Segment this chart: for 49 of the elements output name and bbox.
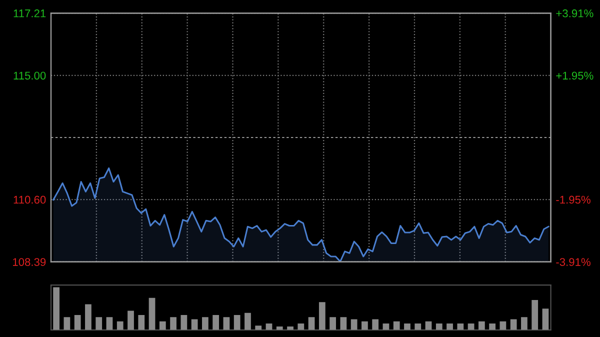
bar [414, 324, 422, 330]
bar [53, 287, 60, 330]
bar [159, 321, 166, 330]
bar [350, 319, 358, 330]
bar [74, 314, 81, 330]
bar [318, 302, 326, 330]
bar [404, 324, 410, 330]
y-tick-label: 108.39 [13, 258, 46, 266]
bar [116, 321, 124, 330]
bar [255, 326, 262, 330]
bar [393, 321, 400, 330]
bar [362, 321, 368, 330]
bar [457, 324, 464, 330]
bar [202, 317, 208, 330]
y2-tick-label: +3.91% [556, 9, 594, 18]
bar [510, 319, 517, 330]
bar [521, 317, 528, 330]
bar [96, 317, 102, 330]
y2-tick-label: +1.95% [556, 72, 594, 80]
bar [138, 314, 145, 330]
bar [308, 317, 315, 330]
bar [223, 317, 230, 330]
y-tick-label: 115.00 [14, 72, 46, 80]
bar [436, 324, 442, 330]
bar [330, 317, 336, 330]
bar [276, 326, 283, 330]
bar [532, 300, 538, 330]
y2-tick-label: -1.95% [556, 196, 590, 204]
bar [287, 326, 294, 330]
bar [212, 314, 220, 330]
bar [148, 298, 156, 330]
y-tick-label: 117.21 [14, 9, 46, 18]
bar [128, 310, 134, 330]
bar [372, 319, 379, 330]
bar [106, 317, 113, 330]
bar [489, 324, 496, 330]
bar [542, 308, 549, 330]
y2-tick-label: -3.91% [556, 258, 590, 266]
bar [478, 321, 485, 330]
bar [180, 314, 188, 330]
bar [170, 317, 176, 330]
bar [244, 312, 251, 330]
bar [298, 324, 304, 330]
bar [85, 304, 92, 330]
bar [340, 317, 347, 330]
y-tick-label: 110.60 [14, 196, 46, 204]
bar [234, 314, 240, 330]
bar [64, 317, 70, 330]
bar [446, 324, 453, 330]
